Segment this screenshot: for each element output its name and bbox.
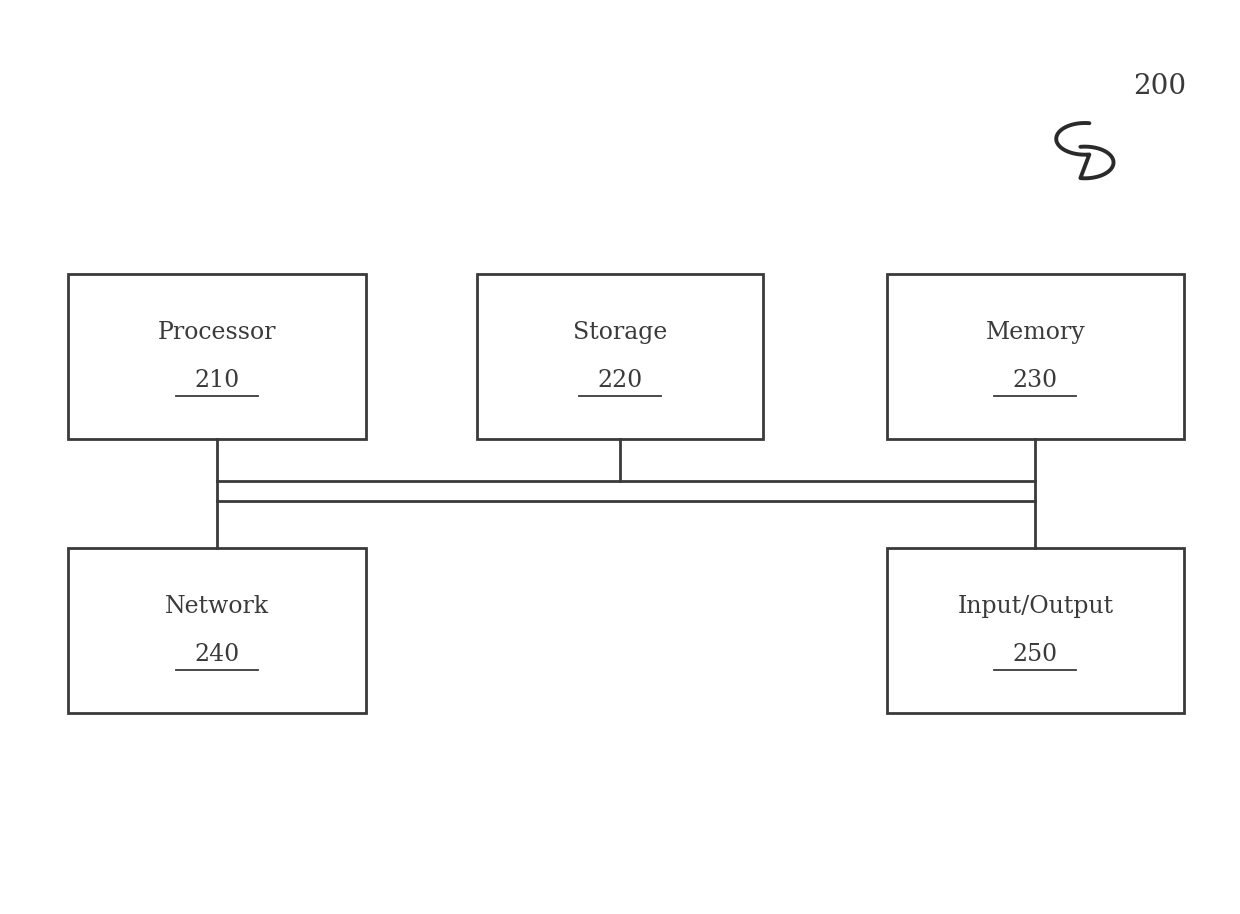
- Bar: [887, 548, 1184, 713]
- Text: 200: 200: [1133, 73, 1185, 101]
- Bar: [68, 274, 366, 439]
- Text: Processor: Processor: [157, 321, 277, 345]
- Text: Network: Network: [165, 595, 269, 619]
- Text: 250: 250: [1013, 643, 1058, 666]
- Text: 210: 210: [195, 368, 239, 392]
- Text: Input/Output: Input/Output: [957, 595, 1114, 619]
- Bar: [887, 274, 1184, 439]
- Bar: [477, 274, 763, 439]
- Text: 230: 230: [1013, 368, 1058, 392]
- Text: Memory: Memory: [986, 321, 1085, 345]
- Text: Storage: Storage: [573, 321, 667, 345]
- Text: 220: 220: [598, 368, 642, 392]
- Text: 240: 240: [195, 643, 239, 666]
- Bar: [68, 548, 366, 713]
